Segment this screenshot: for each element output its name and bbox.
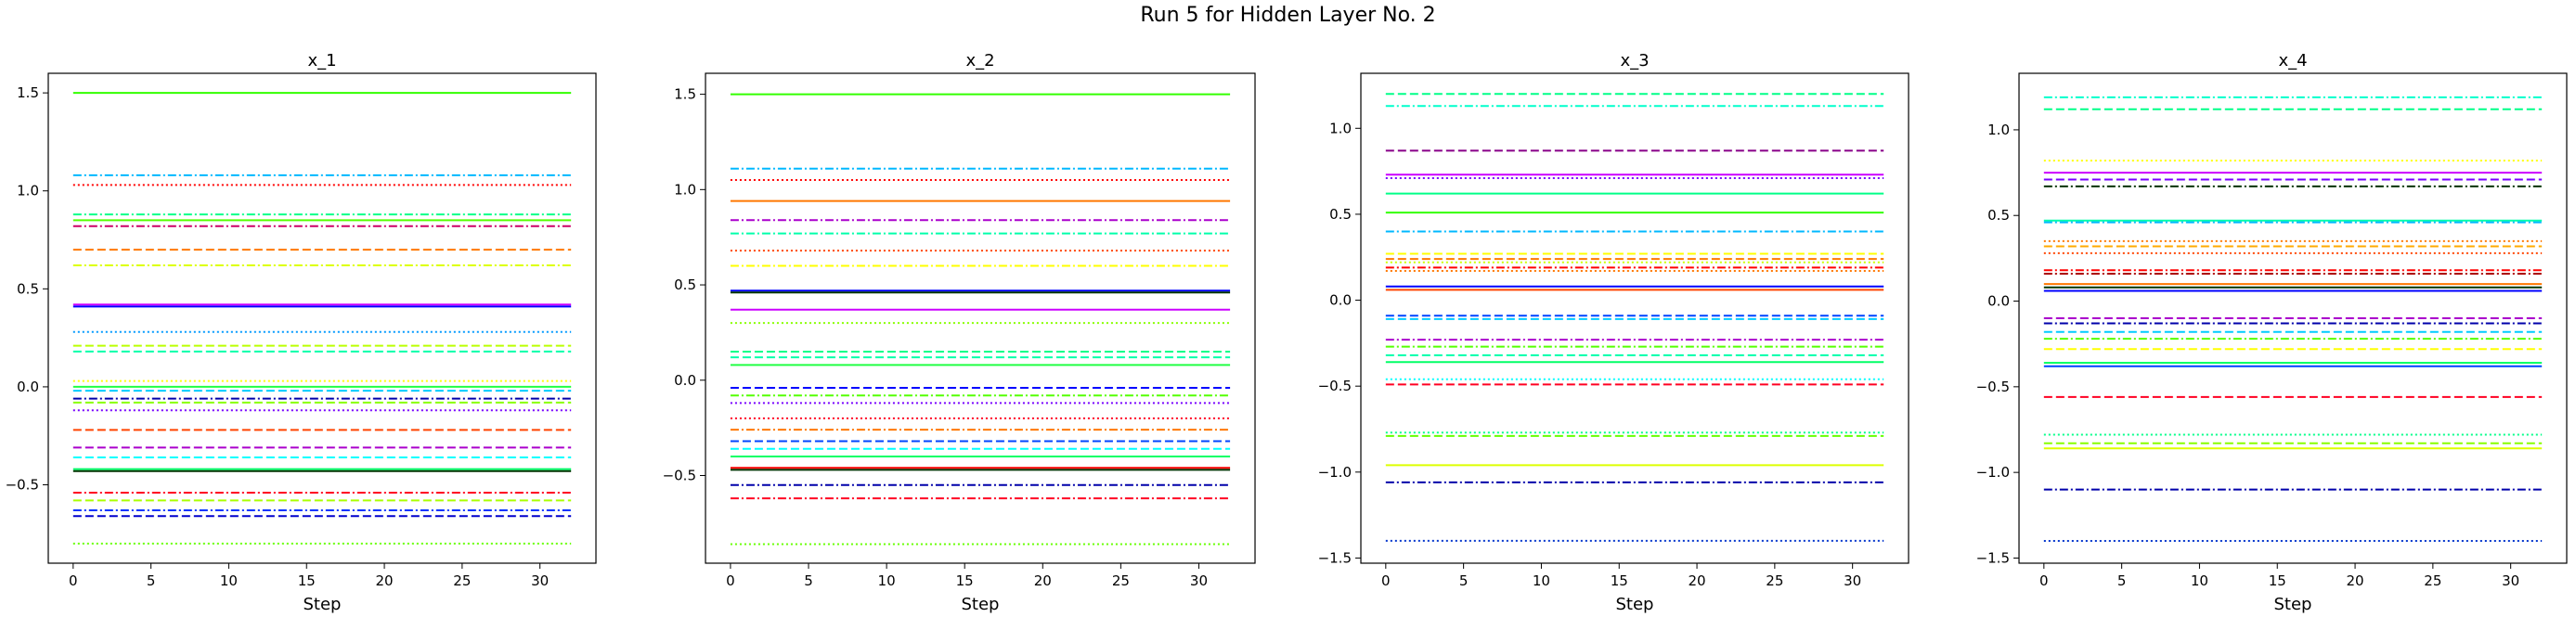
figure-title: Run 5 for Hidden Layer No. 2 [1140, 4, 1436, 27]
axes-frame [2018, 72, 2568, 564]
y-tick-label: −1.0 [1976, 464, 2010, 481]
x-axis-label: Step [2274, 595, 2312, 614]
y-tick-label: −0.5 [1318, 378, 1352, 394]
y-tick-label: 1.0 [674, 181, 696, 198]
x-tick-label: 0 [726, 572, 735, 589]
axes-frame [47, 72, 597, 564]
y-tick-label: −1.0 [1318, 464, 1352, 481]
subplot-title: x_2 [965, 51, 994, 71]
x-tick-label: 25 [2424, 572, 2441, 589]
y-tick-label: −1.5 [1976, 549, 2010, 566]
x-tick-label: 5 [804, 572, 813, 589]
subplot-title: x_4 [2278, 51, 2307, 71]
x-tick-label: 25 [453, 572, 471, 589]
subplot-x_1: 0 5 10 15 20 25 30 −0.5 0.0 0.5 1.0 1.5 x_1 Step [6, 51, 597, 614]
subplot-x_3: 0 5 10 15 20 25 30 −1.5 −1.0 −0.5 0.0 0.5 1.0 x_3 Step [1318, 51, 1909, 614]
y-tick-label: 0.0 [674, 372, 696, 389]
axes-frame [705, 72, 1256, 564]
x-tick-label: 10 [220, 572, 238, 589]
x-tick-label: 5 [147, 572, 156, 589]
x-tick-label: 20 [2346, 572, 2363, 589]
x-axis-label: Step [1616, 595, 1654, 614]
x-tick-label: 5 [1459, 572, 1469, 589]
x-tick-label: 30 [1190, 572, 1208, 589]
x-tick-label: 0 [69, 572, 78, 589]
x-tick-label: 10 [878, 572, 896, 589]
x-tick-label: 5 [2117, 572, 2127, 589]
x-tick-label: 25 [1766, 572, 1783, 589]
y-tick-label: 1.5 [674, 86, 696, 103]
x-tick-label: 15 [298, 572, 316, 589]
x-tick-label: 30 [2502, 572, 2519, 589]
y-tick-label: 1.0 [17, 183, 39, 199]
x-tick-label: 25 [1112, 572, 1130, 589]
x-tick-label: 10 [2191, 572, 2208, 589]
axes-frame [1360, 72, 1909, 564]
y-tick-label: 0.5 [1329, 206, 1352, 223]
y-tick-label: 0.0 [1329, 292, 1352, 309]
y-tick-label: 0.5 [674, 276, 696, 293]
x-tick-label: 30 [1844, 572, 1861, 589]
subplot-title: x_1 [307, 51, 336, 71]
y-tick-label: −0.5 [1976, 379, 2010, 395]
x-tick-label: 15 [1611, 572, 1628, 589]
x-tick-label: 0 [2039, 572, 2049, 589]
x-tick-label: 15 [956, 572, 974, 589]
x-axis-label: Step [962, 595, 1000, 614]
y-tick-label: 0.5 [17, 280, 39, 297]
subplot-x_4: 0 5 10 15 20 25 30 −1.5 −1.0 −0.5 0.0 0.5 1.0 x_4 Step [1976, 51, 2568, 614]
y-tick-label: −1.5 [1318, 549, 1352, 566]
y-tick-label: −0.5 [663, 467, 696, 483]
x-tick-label: 20 [1688, 572, 1705, 589]
y-tick-label: 0.0 [17, 379, 39, 395]
y-tick-label: −0.5 [6, 477, 39, 494]
subplot-x_2: 0 5 10 15 20 25 30 −0.5 0.0 0.5 1.0 1.5 x_2 Step [663, 51, 1256, 614]
y-tick-label: 1.0 [1987, 122, 2010, 138]
x-tick-label: 10 [1533, 572, 1550, 589]
y-tick-label: 0.5 [1987, 207, 2010, 224]
y-tick-label: 0.0 [1987, 293, 2010, 310]
x-tick-label: 20 [1034, 572, 1052, 589]
x-tick-label: 15 [2269, 572, 2286, 589]
subplot-title: x_3 [1620, 51, 1649, 71]
x-axis-label: Step [304, 595, 342, 614]
x-tick-label: 30 [531, 572, 549, 589]
x-tick-label: 0 [1381, 572, 1391, 589]
y-tick-label: 1.5 [17, 84, 39, 101]
x-tick-label: 20 [375, 572, 393, 589]
y-tick-label: 1.0 [1329, 120, 1352, 136]
